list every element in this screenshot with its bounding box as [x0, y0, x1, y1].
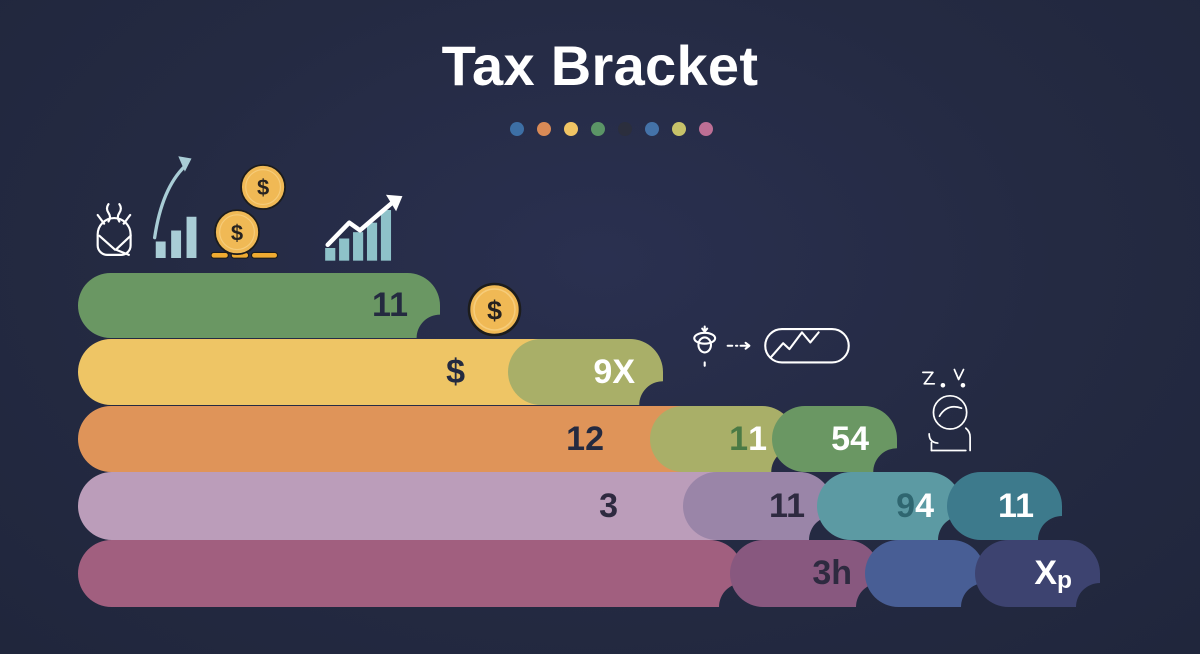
svg-text:$: $	[257, 175, 269, 200]
svg-text:$: $	[231, 220, 243, 245]
